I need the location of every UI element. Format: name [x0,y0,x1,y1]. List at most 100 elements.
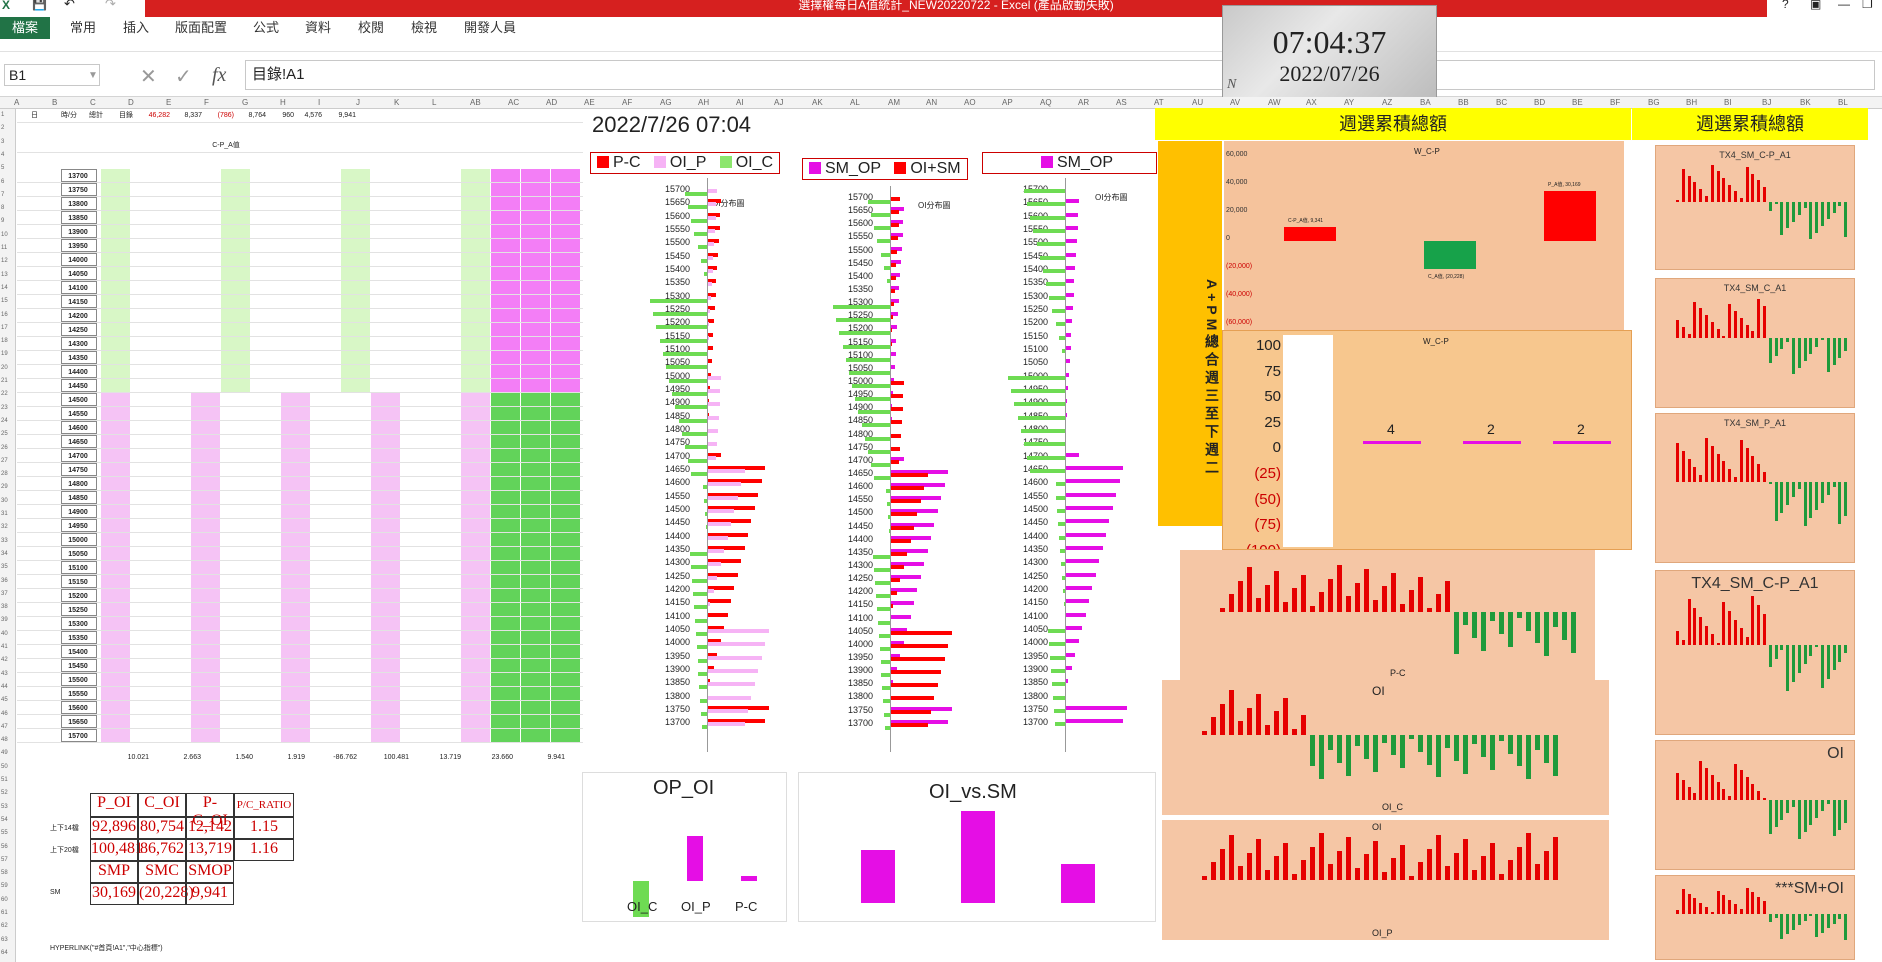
data-cell[interactable] [431,561,460,574]
data-cell[interactable] [341,281,370,294]
data-cell[interactable] [101,211,130,224]
data-cell[interactable] [191,351,220,364]
data-cell[interactable] [371,393,400,406]
data-cell[interactable] [161,379,190,392]
data-cell[interactable] [221,547,250,560]
strike-cell[interactable]: 14600 [61,421,97,434]
column-header[interactable]: AW [1268,98,1281,107]
data-cell[interactable] [191,519,220,532]
data-cell[interactable] [551,617,580,630]
data-cell[interactable] [491,435,520,448]
data-cell[interactable] [281,337,310,350]
data-cell[interactable] [491,491,520,504]
row-header[interactable]: 63 [1,936,8,943]
column-header[interactable]: A [14,98,20,107]
column-header[interactable]: AB [470,98,481,107]
data-cell[interactable] [551,365,580,378]
data-cell[interactable] [251,365,280,378]
data-cell[interactable] [551,253,580,266]
data-cell[interactable] [191,337,220,350]
data-cell[interactable] [191,645,220,658]
data-cell[interactable] [311,309,340,322]
data-cell[interactable] [251,323,280,336]
row-header[interactable]: 57 [1,856,8,863]
data-cell[interactable] [341,197,370,210]
data-cell[interactable] [191,379,220,392]
data-cell[interactable] [131,281,160,294]
data-cell[interactable] [521,491,550,504]
strike-cell[interactable]: 14550 [61,407,97,420]
data-cell[interactable] [221,645,250,658]
data-cell[interactable] [341,169,370,182]
data-cell[interactable] [131,407,160,420]
minimize-icon[interactable]: — [1838,0,1850,11]
cell[interactable]: 日 [31,112,38,119]
hyperlink-cell[interactable]: HYPERLINK("#首頁!A1","中心指標") [50,945,163,952]
data-cell[interactable] [191,617,220,630]
row-header[interactable]: 34 [1,550,8,557]
data-cell[interactable] [491,309,520,322]
data-cell[interactable] [401,519,430,532]
column-header[interactable]: L [432,98,437,107]
strike-cell[interactable]: 14250 [61,323,97,336]
column-header[interactable]: AM [888,98,900,107]
data-cell[interactable] [161,631,190,644]
data-cell[interactable] [191,701,220,714]
tab-file[interactable]: 檔案 [0,17,51,39]
summary-cell[interactable]: 1.15 [234,817,294,839]
data-cell[interactable] [131,477,160,490]
data-cell[interactable] [131,379,160,392]
data-cell[interactable] [461,519,490,532]
data-cell[interactable] [221,589,250,602]
row-header[interactable]: 22 [1,391,8,398]
data-cell[interactable] [491,463,520,476]
data-cell[interactable] [401,589,430,602]
data-cell[interactable] [341,575,370,588]
data-cell[interactable] [311,365,340,378]
sm-cell[interactable]: 9,941 [186,883,234,905]
column-header[interactable]: AL [850,98,860,107]
row-header[interactable]: 12 [1,258,8,265]
data-cell[interactable] [461,729,490,742]
cell[interactable]: 46,282 [148,112,170,119]
summary-cell[interactable]: 100,481 [90,839,143,861]
strike-cell[interactable]: 15350 [61,631,97,644]
data-cell[interactable] [431,323,460,336]
data-cell[interactable] [491,533,520,546]
cell[interactable]: 8,337 [184,112,202,119]
enter-icon[interactable]: ✓ [175,66,192,88]
data-cell[interactable] [341,729,370,742]
total-cell[interactable]: 1,540 [235,754,253,759]
row-header[interactable]: 62 [1,923,8,930]
data-cell[interactable] [461,225,490,238]
data-cell[interactable] [191,491,220,504]
data-cell[interactable] [431,505,460,518]
data-cell[interactable] [521,337,550,350]
summary-cell[interactable]: 13,719 [186,839,234,861]
strike-cell[interactable]: 14100 [61,281,97,294]
data-cell[interactable] [101,351,130,364]
data-cell[interactable] [461,603,490,616]
data-cell[interactable] [221,701,250,714]
redo-icon[interactable]: ↷ [105,0,116,11]
data-cell[interactable] [461,407,490,420]
data-cell[interactable] [371,617,400,630]
data-cell[interactable] [311,701,340,714]
data-cell[interactable] [161,659,190,672]
data-cell[interactable] [281,225,310,238]
data-cell[interactable] [251,631,280,644]
data-cell[interactable] [191,533,220,546]
data-cell[interactable] [161,505,190,518]
data-cell[interactable] [491,547,520,560]
column-header[interactable]: AK [812,98,823,107]
data-cell[interactable] [341,323,370,336]
data-cell[interactable] [311,393,340,406]
data-cell[interactable] [161,337,190,350]
data-cell[interactable] [461,253,490,266]
data-cell[interactable] [251,267,280,280]
data-cell[interactable] [281,267,310,280]
data-cell[interactable] [221,533,250,546]
data-cell[interactable] [461,491,490,504]
summary-cell[interactable]: 12,142 [186,817,234,839]
data-cell[interactable] [341,589,370,602]
